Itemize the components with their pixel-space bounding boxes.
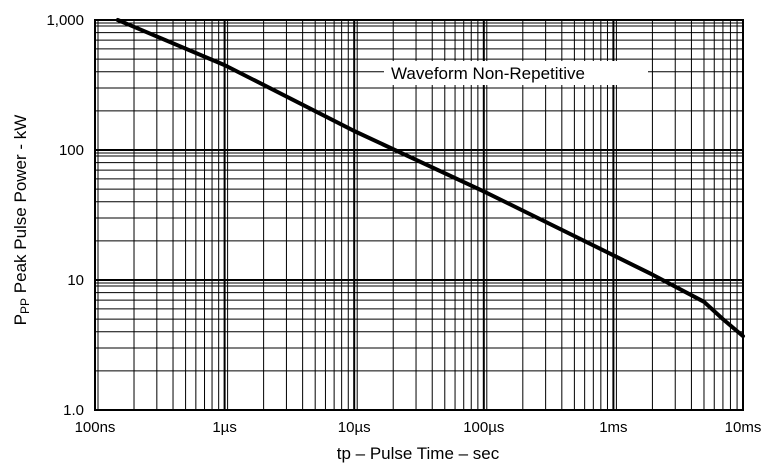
- y-axis-title-subscript: PP: [18, 298, 32, 314]
- series-layer: [115, 18, 745, 339]
- x-axis-title: tp – Pulse Time – sec: [337, 444, 500, 463]
- y-axis-title-rest: Peak Pulse Power - kW: [11, 115, 30, 298]
- y-axis-title-main: P: [11, 314, 30, 325]
- annotation-box: Waveform Non-Repetitive: [384, 61, 648, 85]
- grid: [94, 19, 744, 411]
- x-tick-label: 1µs: [212, 419, 237, 436]
- x-tick-label: 100µs: [463, 419, 504, 436]
- x-tick-labels: 100ns 1µs 10µs 100µs 1ms 10ms: [75, 419, 762, 436]
- x-tick-label: 10µs: [338, 419, 371, 436]
- plot-frame: [94, 19, 744, 411]
- annotation-text: Waveform Non-Repetitive: [391, 64, 585, 83]
- plot-border: [94, 19, 744, 411]
- series-line-0: [115, 18, 745, 339]
- x-tick-label: 10ms: [725, 419, 762, 436]
- annotation-background: [384, 61, 648, 85]
- y-tick-label: 10: [67, 272, 84, 289]
- x-tick-label: 1ms: [599, 419, 627, 436]
- y-axis-title: PPP Peak Pulse Power - kW: [11, 115, 32, 326]
- y-tick-label: 100: [59, 142, 84, 159]
- y-tick-labels: 1.0 10 100 1,000: [46, 12, 84, 419]
- x-tick-label: 100ns: [75, 419, 116, 436]
- y-tick-label: 1,000: [46, 12, 84, 29]
- y-tick-label: 1.0: [63, 402, 84, 419]
